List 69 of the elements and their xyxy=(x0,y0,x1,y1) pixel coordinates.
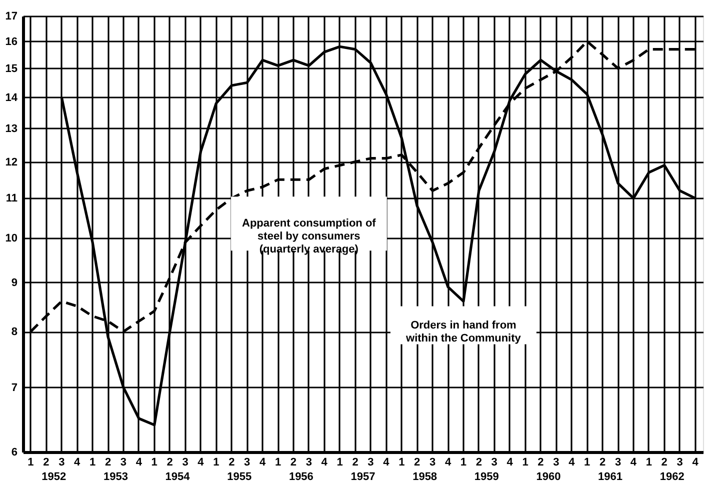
y-tick-label: 11 xyxy=(6,192,18,205)
x-tick-label: 1 xyxy=(336,456,343,468)
y-tick-label: 9 xyxy=(11,276,18,289)
x-tick-label: 3 xyxy=(306,456,312,468)
x-tick-label: 1 xyxy=(89,456,96,468)
x-tick-label: 1 xyxy=(460,456,467,468)
x-tick-label: 1 xyxy=(522,456,528,468)
x-tick-label: 1 xyxy=(274,456,282,468)
x-tick-label: 3 xyxy=(614,456,622,468)
x-tick-label: 2 xyxy=(228,456,235,468)
y-tick-label: 14 xyxy=(5,92,18,104)
y-tick-label: 16 xyxy=(5,36,18,48)
x-tick-label: 4 xyxy=(506,456,514,468)
x-tick-label: 2 xyxy=(43,456,50,468)
text: 1953 xyxy=(103,471,128,483)
x-tick-label: 3 xyxy=(182,456,188,468)
text: 1958 xyxy=(412,471,438,483)
text: 1957 xyxy=(350,471,376,483)
text: 1955 xyxy=(227,471,252,483)
x-tick-label: 3 xyxy=(429,456,436,468)
x-tick-label: 3 xyxy=(368,456,374,468)
x-tick-label: 3 xyxy=(120,456,127,468)
x-tick-label: 2 xyxy=(599,456,606,468)
text: 1962 xyxy=(660,471,684,483)
x-tick-label: 1 xyxy=(213,456,220,468)
x-tick-label: 3 xyxy=(676,456,683,468)
x-tick-label: 3 xyxy=(491,456,498,468)
y-tick-label: 7 xyxy=(11,382,18,394)
x-tick-label: 4 xyxy=(136,456,143,468)
y-tick-label: 8 xyxy=(11,326,18,338)
x-tick-label: 4 xyxy=(692,456,700,468)
y-tick-label: 6 xyxy=(11,446,18,458)
text: Orders in hand from within the Community xyxy=(405,319,522,344)
y-tick-label: 12 xyxy=(5,156,18,168)
x-tick-label: 3 xyxy=(58,456,65,468)
y-tick-label: 13 xyxy=(5,122,18,135)
x-tick-label: 4 xyxy=(568,456,576,468)
x-tick-label: 4 xyxy=(198,456,205,468)
text: 1960 xyxy=(536,471,561,483)
text: 1954 xyxy=(165,471,191,483)
x-tick-label: 2 xyxy=(352,456,358,468)
x-tick-label: 2 xyxy=(166,456,173,468)
x-tick-label: 3 xyxy=(244,456,250,468)
x-tick-label: 1 xyxy=(584,456,590,468)
series-label: Apparent consumption of steel by consumers (quarterly average) xyxy=(242,218,376,256)
x-tick-label: 4 xyxy=(74,456,82,468)
x-tick-label: 2 xyxy=(290,456,297,468)
x-tick-label: 1 xyxy=(151,456,158,468)
x-tick-label: 2 xyxy=(538,456,544,468)
x-tick-label: 1 xyxy=(646,456,652,468)
x-tick-label: 4 xyxy=(383,456,390,468)
text: 1956 xyxy=(288,471,314,483)
x-tick-label: 2 xyxy=(661,456,668,468)
x-tick-label: 4 xyxy=(444,456,452,468)
y-tick-label: 10 xyxy=(5,232,18,245)
x-tick-label: 4 xyxy=(321,456,328,468)
x-tick-label: 2 xyxy=(476,456,482,468)
x-tick-label: 2 xyxy=(104,456,112,468)
x-tick-label: 2 xyxy=(414,456,420,468)
x-tick-label: 1 xyxy=(28,456,34,468)
text: 1952 xyxy=(42,471,66,483)
y-tick-label: 15 xyxy=(5,62,18,75)
x-tick-label: 3 xyxy=(553,456,560,468)
x-tick-label: 4 xyxy=(259,456,266,468)
text: 1959 xyxy=(474,471,499,483)
x-tick-label: 4 xyxy=(630,456,638,468)
text: 1961 xyxy=(598,471,623,483)
x-tick-label: 1 xyxy=(398,456,405,468)
y-tick-label: 17 xyxy=(5,10,18,22)
